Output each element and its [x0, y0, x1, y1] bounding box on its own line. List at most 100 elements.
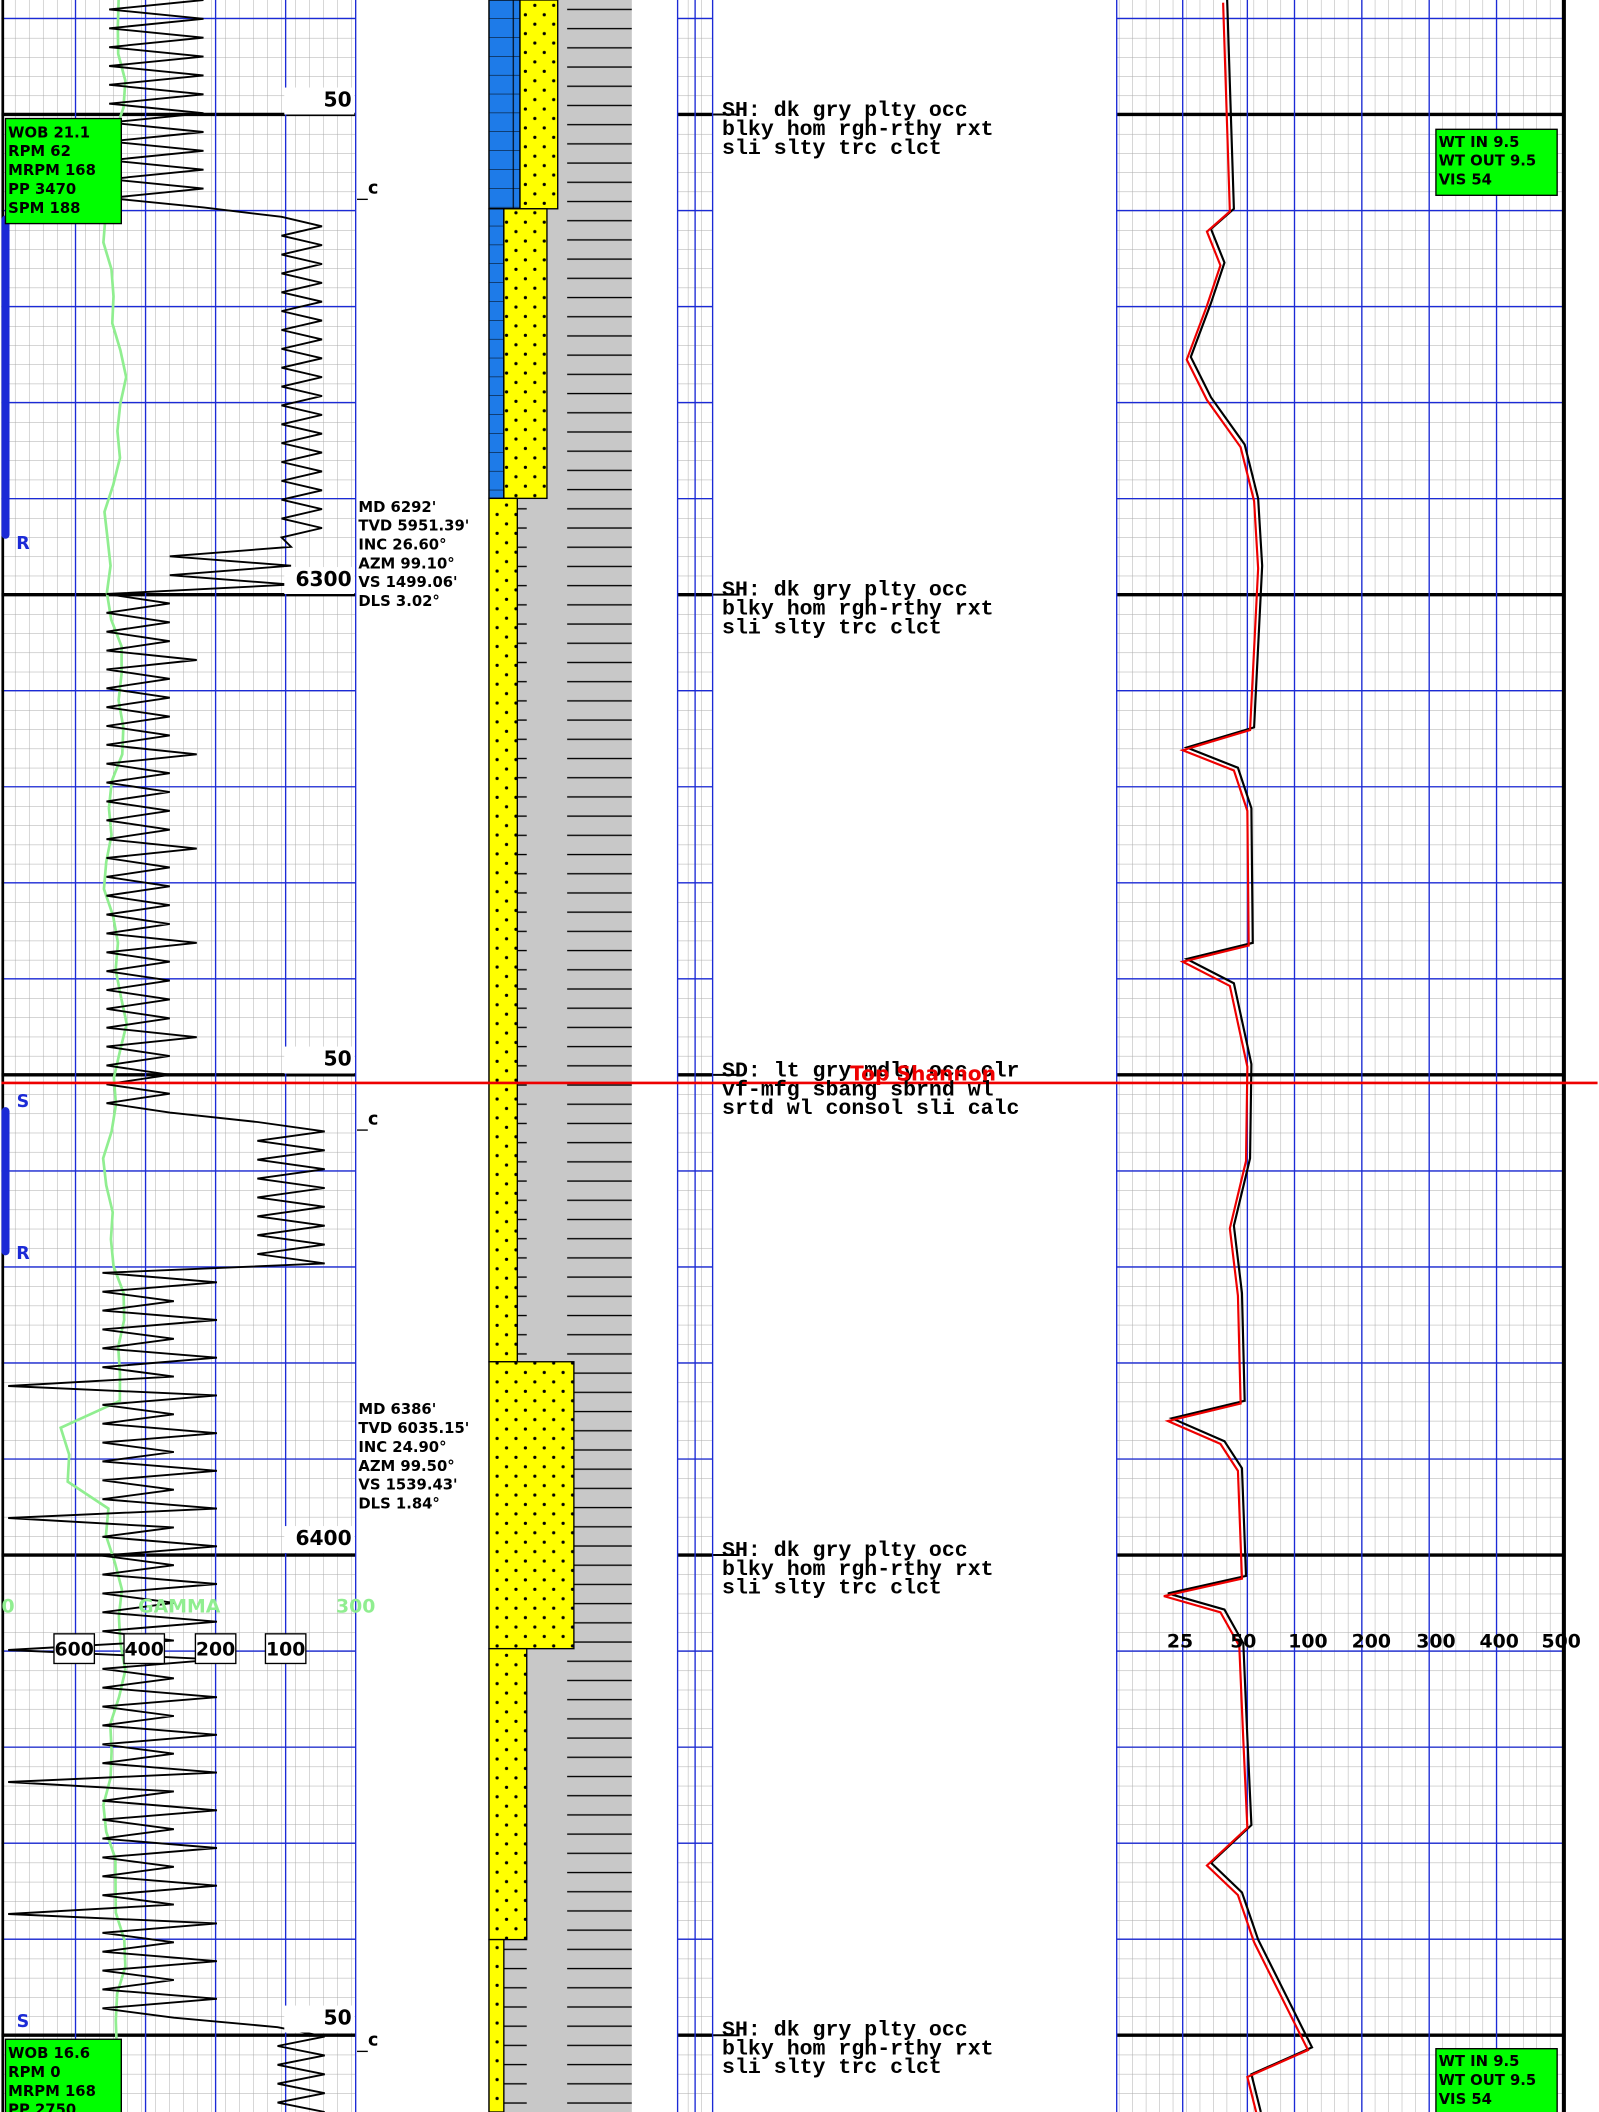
depth-label: 6400	[295, 1526, 351, 1550]
mud-text: WT OUT 9.5	[1439, 2072, 1537, 2089]
curve-marker: c	[368, 179, 378, 199]
mud-text: VIS 54	[1439, 2091, 1492, 2108]
depth-label: 50	[324, 88, 352, 112]
lithology-description: blky hom rgh-rthy rxt	[722, 598, 994, 622]
survey-text: VS 1539.43'	[358, 1477, 457, 1494]
resistivity-curve	[1167, 0, 1314, 2112]
param-text: PP 2750	[8, 2102, 76, 2112]
params-box	[4, 2038, 122, 2112]
rop-scale-box	[264, 1633, 307, 1665]
mud-text: VIS 54	[1439, 171, 1492, 188]
lithology-description: blky hom rgh-rthy rxt	[722, 1558, 994, 1582]
survey-text: INC 26.60°	[358, 537, 446, 554]
mud-text: WT OUT 9.5	[1439, 153, 1537, 170]
lithology-description: SH: dk gry plty occ	[722, 2019, 968, 2043]
lithology	[488, 0, 632, 2112]
depth-label-bg	[284, 2005, 355, 2033]
gamma-scale: 0	[1, 1596, 14, 1617]
lithology-description: SH: dk gry plty occ	[722, 579, 968, 603]
core-bar	[1, 1107, 10, 1256]
survey-text: MD 6292'	[358, 499, 436, 516]
depth-label-bg	[284, 1046, 355, 1074]
param-text: MRPM 168	[8, 2083, 96, 2100]
resistivity-curve	[1163, 2, 1310, 2112]
depth-label-bg	[284, 87, 355, 115]
curve-marker: R	[16, 534, 30, 554]
curve-marker: c	[368, 1109, 378, 1129]
rop-scale-box	[123, 1633, 166, 1665]
lithology-description: SH: dk gry plty occ	[722, 1539, 968, 1563]
track-grid	[1116, 0, 1564, 2112]
survey-text: INC 24.90°	[358, 1439, 446, 1456]
curve-marker: R	[16, 1244, 30, 1264]
survey-text: AZM 99.50°	[358, 1458, 454, 1475]
lithology-description: sli slty trc clct	[722, 137, 942, 161]
sand	[503, 208, 548, 500]
gamma-curve	[59, 0, 129, 2102]
rop-scale-box	[194, 1633, 237, 1665]
resistivity-scale: 200	[1352, 1631, 1391, 1652]
survey-text: DLS 1.84°	[358, 1496, 439, 1513]
curve-marker: S	[17, 2012, 30, 2032]
depth-label: 50	[324, 2006, 352, 2030]
curve-marker: S	[17, 1092, 30, 1112]
lithology-description: srtd wl consol sli calc	[722, 1097, 1019, 1121]
sand	[488, 1647, 528, 1941]
rop-curve	[8, 0, 325, 2112]
param-text: RPM 62	[8, 143, 71, 160]
sand	[488, 1361, 575, 1650]
sand	[488, 1938, 505, 2112]
resistivity-scale: 500	[1542, 1631, 1581, 1652]
core-bar	[1, 215, 10, 539]
curve-marker: c	[368, 2031, 378, 2051]
lithology-description: vf-mfg sbang sbrnd wl	[722, 1078, 994, 1102]
lithology-description: sli slty trc clct	[722, 616, 942, 640]
survey-text: AZM 99.10°	[358, 555, 454, 572]
survey-text: TVD 6035.15'	[358, 1420, 469, 1437]
depth-label: 6300	[295, 567, 351, 591]
sand	[488, 497, 518, 1363]
survey-text: VS 1499.06'	[358, 574, 457, 591]
param-text: WOB 16.6	[8, 2045, 90, 2062]
resistivity-scale: 100	[1288, 1631, 1327, 1652]
lithology-description: sli slty trc clct	[722, 1577, 942, 1601]
resistivity-scale: 25	[1167, 1631, 1193, 1652]
param-text: MRPM 168	[8, 162, 96, 179]
limestone	[488, 208, 505, 500]
lithology-description: SD: lt gry mdly occ clr	[722, 1060, 1019, 1084]
gamma-scale: GAMMA	[138, 1596, 221, 1617]
survey-text: MD 6386'	[358, 1401, 436, 1418]
rop-scale: 100	[266, 1640, 305, 1661]
resistivity-scale: 400	[1480, 1631, 1519, 1652]
param-text: RPM 0	[8, 2064, 60, 2081]
rop-scale: 400	[125, 1640, 164, 1661]
lithology-description: blky hom rgh-rthy rxt	[722, 2037, 994, 2061]
rop-scale: 600	[55, 1640, 94, 1661]
param-text: SPM 188	[8, 200, 80, 217]
depth-label-bg	[284, 567, 355, 594]
limestone	[488, 0, 521, 210]
lithology-description: SH: dk gry plty occ	[722, 99, 968, 123]
param-text: PP 3470	[8, 181, 76, 198]
mud-text: WT IN 9.5	[1439, 2053, 1520, 2070]
resistivity-scale: 300	[1416, 1631, 1455, 1652]
params-box	[4, 117, 122, 225]
sand	[519, 0, 559, 210]
lithology-description: sli slty trc clct	[722, 2056, 942, 2080]
depth-label: 50	[324, 1047, 352, 1071]
lithology-description: blky hom rgh-rthy rxt	[722, 118, 994, 142]
depth-label-bg	[284, 1526, 355, 1554]
resistivity-scale: 50	[1230, 1631, 1256, 1652]
gamma-scale: 300	[336, 1596, 375, 1617]
rop-scale: 200	[196, 1640, 235, 1661]
survey-text: TVD 5951.39'	[358, 518, 469, 535]
param-text: WOB 21.1	[8, 124, 90, 141]
labels: 50 6300 50 6400 50 WOB 21.1 RPM 62 MRPM 168 PP 3…	[1, 87, 1581, 2112]
mud-text: WT IN 9.5	[1439, 134, 1520, 151]
mud-box	[1435, 128, 1558, 196]
survey-text: DLS 3.02°	[358, 593, 439, 610]
mud-box	[1435, 2048, 1558, 2112]
formation-top: Top Shannon	[850, 1061, 996, 1085]
